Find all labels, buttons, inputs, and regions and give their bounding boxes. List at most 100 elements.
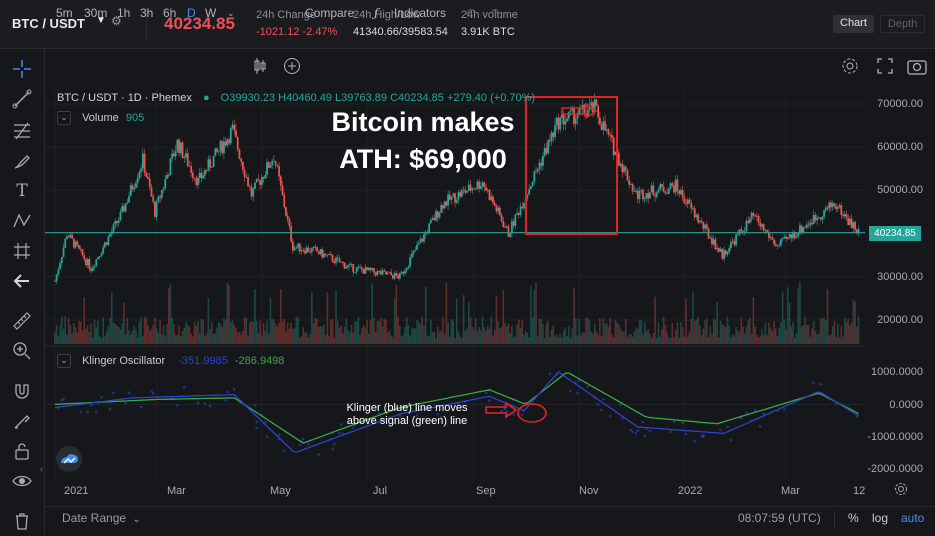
timeframe-3h[interactable]: 3h xyxy=(140,6,154,20)
volume-bar xyxy=(274,323,277,344)
candle-body xyxy=(133,187,136,190)
candle-body xyxy=(155,201,158,217)
screenshot-icon[interactable] xyxy=(907,57,927,78)
redo-icon[interactable]: ↷ xyxy=(491,6,502,20)
volume-bar xyxy=(657,322,660,344)
eye-icon[interactable] xyxy=(11,470,33,492)
more-timeframes-icon[interactable]: ⌄ xyxy=(227,8,235,18)
candle-style-icon[interactable] xyxy=(253,57,267,78)
brush-icon[interactable] xyxy=(11,150,33,172)
candle-body xyxy=(105,242,108,245)
volume-bar xyxy=(157,332,160,344)
chart-settings-icon[interactable] xyxy=(841,57,859,78)
percent-scale-toggle[interactable]: % xyxy=(848,511,859,525)
volume-bar xyxy=(718,337,720,344)
candle-body xyxy=(807,224,810,226)
timeframe-1h[interactable]: 1h xyxy=(117,6,131,20)
last-price: 40234.85 xyxy=(164,14,235,33)
candle-body xyxy=(433,218,436,221)
candle-body xyxy=(604,121,606,131)
tab-chart[interactable]: Chart xyxy=(833,15,874,33)
pair-selector[interactable]: BTC / USDT xyxy=(12,16,85,31)
volume-bar xyxy=(583,333,586,344)
visibility-dot[interactable]: ● xyxy=(202,92,210,104)
candle-body xyxy=(254,182,256,189)
trash-icon[interactable] xyxy=(11,510,33,532)
unlock-icon[interactable] xyxy=(11,440,33,462)
volume-bar xyxy=(438,331,441,344)
auto-scale-toggle[interactable]: auto xyxy=(901,511,925,525)
collapse-toolbar-icon[interactable]: ‹ xyxy=(40,464,43,474)
volume-bar xyxy=(586,317,589,344)
volume-bar xyxy=(819,318,822,344)
klinger-point xyxy=(301,437,305,441)
candle-body xyxy=(526,194,529,198)
candle-body xyxy=(324,253,327,255)
klinger-point xyxy=(643,434,647,438)
candle-body xyxy=(172,153,175,157)
collapse-legend-icon[interactable]: ⌄ xyxy=(57,111,71,125)
compare-button[interactable]: Compare xyxy=(305,6,355,20)
measure-icon[interactable] xyxy=(11,240,33,262)
volume-bar xyxy=(726,316,729,344)
volume-bar xyxy=(830,334,832,344)
crosshair-icon[interactable] xyxy=(11,58,33,80)
timeframe-w[interactable]: W xyxy=(205,6,217,20)
utc-clock[interactable]: 08:07:59 (UTC) xyxy=(738,511,821,525)
fib-icon[interactable] xyxy=(11,120,33,142)
zoom-in-icon[interactable] xyxy=(11,340,33,362)
pattern-icon[interactable] xyxy=(11,210,33,232)
indicators-icon[interactable]: ƒ xyxy=(374,6,379,20)
volume-bar xyxy=(800,326,803,344)
klinger-point xyxy=(100,395,103,399)
magnet-icon[interactable] xyxy=(11,380,33,402)
chevron-down-icon[interactable]: ▼ xyxy=(96,15,106,26)
candle-body xyxy=(252,188,255,197)
indicators-button[interactable]: Indicators xyxy=(394,6,447,20)
candle-body xyxy=(421,238,424,242)
candle-body xyxy=(57,269,60,275)
ruler-icon[interactable] xyxy=(11,310,33,332)
volume-bar xyxy=(202,320,205,344)
text-tool-icon[interactable]: T xyxy=(16,181,28,201)
lock-drawings-icon[interactable] xyxy=(11,410,33,432)
pair-settings-icon[interactable]: ⚙ xyxy=(111,14,122,28)
candle-body xyxy=(643,198,646,200)
volume-bar xyxy=(530,285,532,344)
timeframe-5m[interactable]: 5m xyxy=(56,6,73,20)
candle-body xyxy=(578,107,581,116)
candle-body xyxy=(552,132,555,137)
timeframe-6h[interactable]: 6h xyxy=(163,6,177,20)
timeframe-30m[interactable]: 30m xyxy=(84,6,108,20)
price-chart[interactable] xyxy=(45,88,865,506)
candle-body xyxy=(633,191,636,192)
volume-bar xyxy=(116,325,118,344)
candle-body xyxy=(121,206,124,212)
axis-settings-icon[interactable] xyxy=(894,482,908,499)
volume-bar xyxy=(290,322,292,344)
volume-bar xyxy=(516,324,518,344)
undo-icon[interactable]: ↶ xyxy=(465,6,476,20)
compare-icon[interactable] xyxy=(283,57,301,78)
fullscreen-icon[interactable] xyxy=(876,57,894,78)
klinger-point xyxy=(232,388,236,391)
candle-body xyxy=(129,185,132,197)
candle-body xyxy=(755,215,758,217)
volume-bar xyxy=(495,295,498,344)
candle-body xyxy=(695,214,698,218)
log-scale-toggle[interactable]: log xyxy=(872,511,889,525)
tab-depth[interactable]: Depth xyxy=(879,15,926,33)
collapse-klinger-icon[interactable]: ⌄ xyxy=(57,354,71,368)
volume-bar xyxy=(302,327,305,344)
volume-bar xyxy=(397,316,399,344)
volume-bar xyxy=(526,332,529,344)
date-range-button[interactable]: Date Range ⌄ xyxy=(62,511,141,525)
candle-body xyxy=(285,207,287,216)
candle-body xyxy=(545,148,548,154)
candle-body xyxy=(483,182,486,188)
candle-body xyxy=(709,237,712,239)
back-arrow-icon[interactable] xyxy=(11,270,33,292)
volume-bar xyxy=(681,327,684,344)
timeframe-d[interactable]: D xyxy=(187,6,196,20)
trendline-icon[interactable] xyxy=(11,88,33,110)
